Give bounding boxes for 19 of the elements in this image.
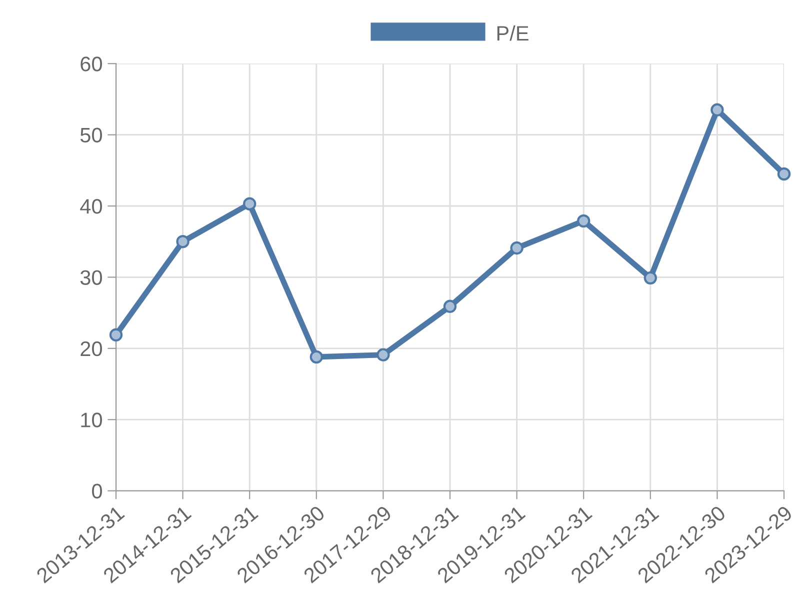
y-tick-label: 50 bbox=[80, 128, 102, 143]
point bbox=[510, 241, 524, 255]
point bbox=[376, 348, 390, 362]
point bbox=[777, 167, 791, 181]
y-tick-label: 30 bbox=[80, 270, 102, 285]
text: P/E bbox=[497, 25, 528, 41]
point bbox=[109, 328, 123, 342]
point bbox=[176, 235, 190, 248]
y-tick-label: 40 bbox=[80, 199, 102, 214]
point bbox=[710, 103, 724, 116]
point bbox=[443, 300, 457, 313]
y-tick-label: 60 bbox=[80, 56, 102, 72]
y-tick-label: 0 bbox=[92, 484, 102, 499]
point bbox=[644, 271, 657, 285]
y-tick-label: 20 bbox=[80, 341, 102, 356]
point bbox=[577, 214, 590, 228]
point bbox=[243, 197, 256, 210]
y-tick-label: 10 bbox=[81, 412, 102, 428]
point bbox=[310, 350, 323, 364]
